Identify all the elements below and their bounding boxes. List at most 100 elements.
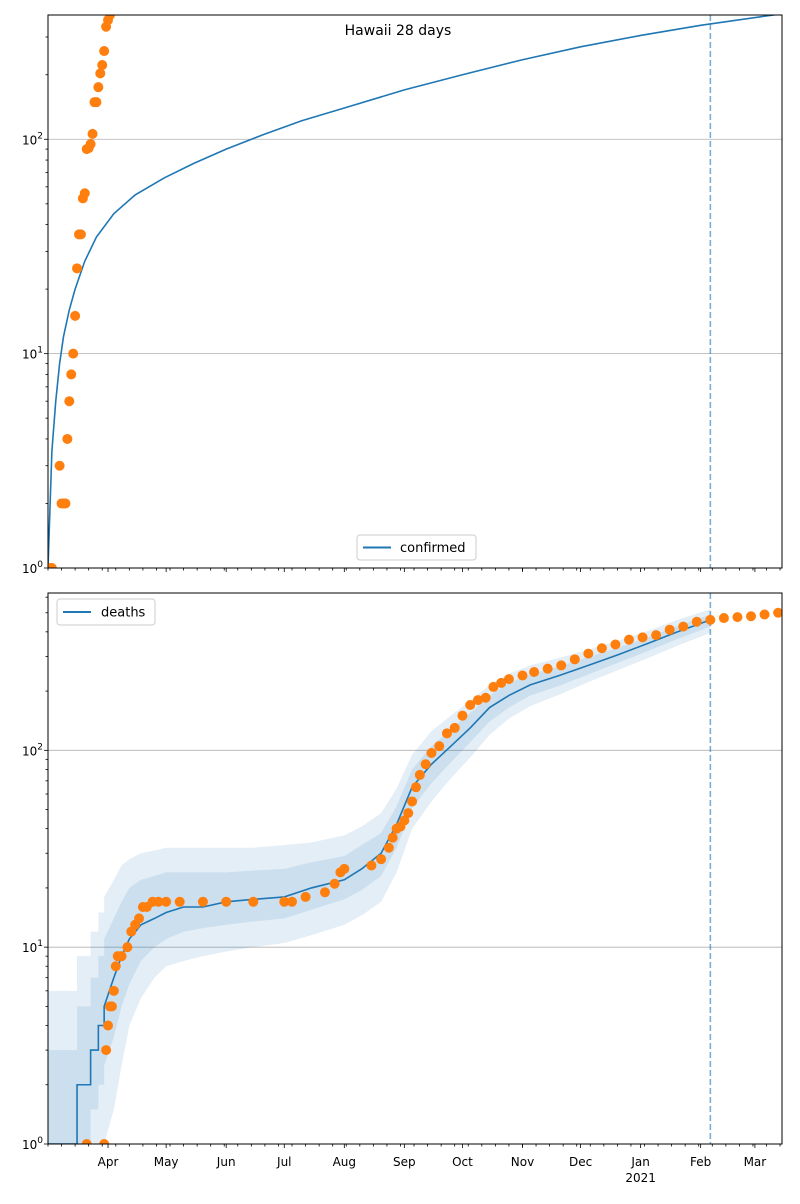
bottom-data-point [414, 769, 425, 780]
bottom-x-tick-label: Apr [98, 1155, 119, 1169]
bottom-data-point [287, 896, 298, 907]
bottom-data-point [106, 1001, 117, 1012]
bottom-data-point [420, 759, 431, 770]
bottom-data-point [407, 796, 418, 807]
bottom-series-line [48, 619, 711, 1144]
bottom-data-point [773, 607, 782, 618]
bottom-data-point [746, 611, 757, 622]
top-panel: 100 101 102 Hawaii 28 days confirmed [22, 14, 783, 576]
bottom-x-tick-label: Jan [630, 1155, 650, 1169]
top-y-tick-label: 101 [22, 346, 43, 362]
bottom-data-point [610, 639, 621, 650]
top-axes-frame [47, 14, 783, 569]
bottom-data-point [569, 654, 580, 665]
bottom-data-point [197, 896, 208, 907]
bottom-data-point [279, 896, 290, 907]
bottom-data-point [329, 878, 340, 889]
bottom-data-point [441, 728, 452, 739]
bottom-uncertainty-band-2 [48, 614, 711, 1144]
bottom-data-point [651, 630, 662, 641]
bottom-data-point [134, 913, 145, 924]
top-legend: confirmed [356, 534, 477, 561]
top-data-point [70, 310, 81, 321]
top-data-point [87, 128, 98, 139]
top-data-point [54, 460, 65, 471]
bottom-y-tick-label: 100 [22, 1136, 43, 1152]
bottom-data-point [103, 1020, 114, 1031]
top-y-axis: 100 101 102 [22, 36, 48, 576]
top-legend-label: confirmed [400, 541, 466, 556]
bottom-legend: deaths [56, 598, 156, 626]
bottom-y-tick-label: 101 [22, 939, 43, 955]
bottom-data-point [705, 614, 716, 625]
bottom-data-point [457, 710, 468, 721]
top-data-point [72, 263, 83, 274]
top-gridlines [48, 138, 782, 355]
bottom-data-point [556, 660, 567, 671]
bottom-data-point [248, 896, 259, 907]
bottom-data-point [319, 887, 330, 898]
bottom-data-point [116, 951, 127, 962]
bottom-axes-frame [47, 592, 783, 1145]
bottom-data-point [99, 1139, 110, 1144]
top-series-line [48, 15, 780, 568]
bottom-data-point [110, 961, 121, 972]
bottom-x-axis: Apr May Jun Jul Aug Sep Oct Nov Dec Jan Feb Mar 2021 [47, 1144, 781, 1185]
bottom-data-point [403, 808, 414, 819]
top-data-point [95, 68, 106, 79]
bottom-y-axis: 100 101 102 [22, 596, 48, 1152]
top-data-point [68, 348, 79, 359]
bottom-data-point [174, 896, 185, 907]
bottom-data-point [718, 613, 729, 624]
bottom-x-tick-label: Sep [393, 1155, 416, 1169]
bottom-data-point [517, 670, 528, 681]
bottom-data-point [596, 643, 607, 654]
bottom-x-tick-label: Oct [452, 1155, 473, 1169]
bottom-data-point [101, 1045, 112, 1056]
bottom-data-point [691, 616, 702, 627]
top-data-point [60, 498, 71, 509]
bottom-year-label: 2021 [625, 1171, 656, 1185]
top-legend-box [356, 534, 477, 561]
bottom-data-point [472, 695, 483, 706]
bottom-data-point [529, 667, 540, 678]
top-x-axis-ticks [47, 568, 781, 572]
bottom-x-tick-label: Feb [690, 1155, 711, 1169]
bottom-x-tick-label: Jul [276, 1155, 291, 1169]
top-data-point [48, 563, 57, 568]
bottom-data-point [542, 663, 553, 674]
bottom-data-point [732, 612, 743, 623]
bottom-data-point [624, 634, 635, 645]
bottom-x-tick-label: May [154, 1155, 179, 1169]
bottom-data-point [759, 609, 770, 620]
top-data-point [79, 188, 90, 199]
bottom-plot-content [48, 593, 782, 1144]
bottom-x-tick-label: Aug [333, 1155, 356, 1169]
bottom-data-point [153, 896, 164, 907]
bottom-x-tick-label: Dec [569, 1155, 592, 1169]
top-data-point [97, 60, 108, 71]
bottom-legend-label: deaths [101, 606, 146, 621]
bottom-data-point [387, 832, 398, 843]
bottom-data-point [366, 860, 377, 871]
bottom-y-tick-label: 102 [22, 742, 43, 758]
bottom-data-point [480, 692, 491, 703]
bottom-data-point [221, 896, 232, 907]
bottom-data-point [300, 891, 311, 902]
bottom-panel: 100 101 102 Apr May Jun Jul Aug Sep Oct Nov Dec Jan… [22, 592, 783, 1185]
bottom-data-point [488, 681, 499, 692]
bottom-data-point [434, 741, 445, 752]
bottom-x-tick-label: Mar [744, 1155, 767, 1169]
bottom-uncertainty-band-1 [48, 609, 711, 1144]
bottom-data-point [383, 842, 394, 853]
bottom-data-point [496, 677, 507, 688]
top-y-tick-label: 102 [22, 131, 43, 147]
bottom-data-point [339, 863, 350, 874]
bottom-data-point [161, 896, 172, 907]
bottom-data-point [399, 815, 410, 826]
chart-title: Hawaii 28 days [345, 23, 452, 39]
bottom-data-point [465, 699, 476, 710]
bottom-data-point [449, 722, 460, 733]
